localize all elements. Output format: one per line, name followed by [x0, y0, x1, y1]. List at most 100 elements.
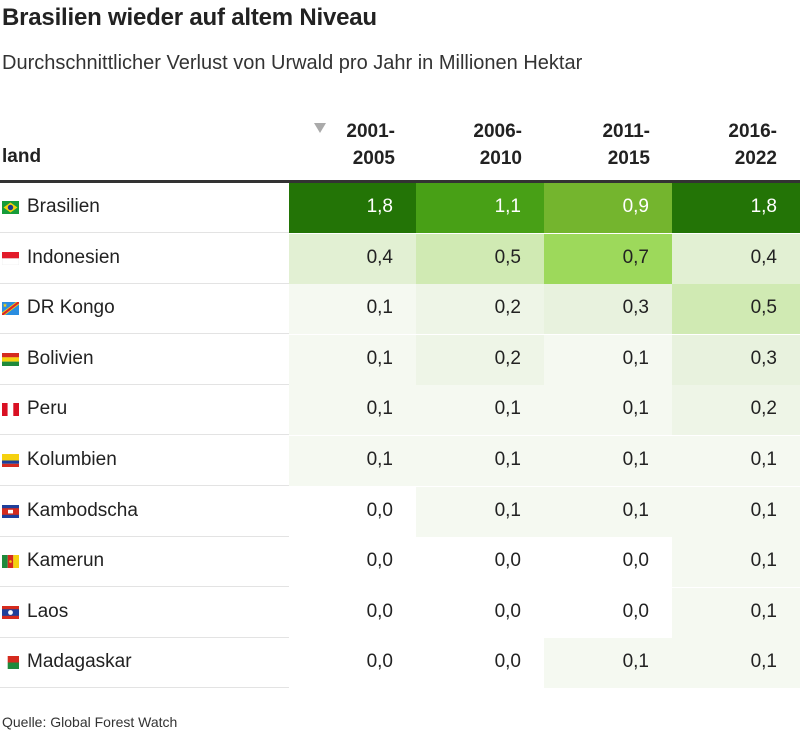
value-label: 0,4 — [750, 246, 777, 268]
value-cell: 0,4 — [289, 233, 416, 284]
country-name: Madagaskar — [27, 651, 132, 673]
column-header-line1: 2001- — [346, 121, 395, 142]
value-cell: 0,1 — [672, 436, 800, 486]
value-label: 0,1 — [622, 347, 649, 369]
value-cell: 0,1 — [416, 436, 544, 486]
value-cell: 0,1 — [289, 334, 416, 385]
column-header-line2: 2022 — [734, 148, 777, 169]
value-label: 0,1 — [622, 398, 649, 420]
header-divider — [0, 180, 800, 183]
value-cell: 0,7 — [544, 233, 672, 284]
value-label: 0,7 — [622, 246, 649, 268]
value-cell: 0,0 — [416, 638, 544, 689]
value-cell: 0,1 — [544, 385, 672, 436]
value-label: 0,0 — [366, 499, 393, 521]
value-cell: 0,1 — [544, 638, 672, 689]
value-cell: 0,0 — [289, 638, 416, 689]
peru-flag-icon — [2, 403, 19, 417]
value-cell: 0,5 — [672, 284, 800, 335]
column-header-line2: 2015 — [607, 148, 650, 169]
brazil-flag-icon — [2, 201, 19, 214]
cambodia-flag-icon — [2, 504, 19, 518]
source-note: Quelle: Global Forest Watch — [2, 714, 178, 730]
value-label: 0,9 — [622, 196, 649, 217]
table-row: 0,1 0,1 0,1 0,2 Peru — [0, 385, 800, 436]
value-label: 0,0 — [622, 600, 649, 622]
table-row: 0,0 0,0 0,0 0,1 Kamerun — [0, 537, 800, 588]
column-header-line1: 2011- — [602, 121, 650, 142]
bolivia-flag-icon — [2, 352, 19, 366]
madagascar-flag-icon — [2, 656, 19, 670]
value-cell: 0,2 — [416, 284, 544, 335]
column-header-land[interactable]: land — [2, 146, 42, 167]
sort-desc-triangle-icon[interactable] — [314, 123, 326, 133]
value-cell: 0,1 — [672, 537, 800, 588]
table-row: 0,1 0,1 0,1 0,1 Kolumbien — [0, 436, 800, 486]
column-header-line2: 2005 — [352, 148, 395, 169]
table-row: 0,0 0,1 0,1 0,1 Kambodscha — [0, 486, 800, 537]
value-label: 0,1 — [366, 347, 393, 369]
column-header-2006-2010[interactable]: 2006- 2010 — [402, 118, 522, 172]
value-label: 0,0 — [494, 550, 521, 572]
value-label: 1,8 — [366, 196, 393, 217]
table-row: 0,1 0,2 0,3 0,5 DR Kongo — [0, 284, 800, 335]
value-label: 0,2 — [494, 297, 521, 319]
value-label: 0,1 — [494, 398, 521, 420]
value-label: 0,1 — [366, 449, 393, 470]
value-label: 0,5 — [750, 297, 777, 319]
chart-title: Brasilien wieder auf altem Niveau — [2, 4, 377, 31]
column-header-line2: 2010 — [479, 148, 522, 169]
value-cell: 0,0 — [416, 537, 544, 588]
column-header-2016-2022[interactable]: 2016- 2022 — [657, 118, 777, 172]
value-label: 0,1 — [750, 600, 777, 622]
value-cell: 0,1 — [544, 334, 672, 385]
value-label: 0,1 — [622, 449, 649, 470]
value-cell: 0,3 — [672, 334, 800, 385]
column-header-2001-2005[interactable]: 2001- 2005 — [275, 118, 395, 172]
value-label: 0,1 — [750, 550, 777, 572]
value-label: 0,1 — [366, 297, 393, 319]
column-header-2011-2015[interactable]: 2011- 2015 — [530, 118, 650, 172]
value-cell: 0,0 — [544, 537, 672, 588]
value-cell: 0,1 — [416, 385, 544, 436]
value-cell: 0,0 — [289, 486, 416, 537]
country-name: Bolivien — [27, 347, 94, 369]
value-cell: 0,1 — [672, 587, 800, 638]
value-cell: 0,4 — [672, 233, 800, 284]
country-name: Peru — [27, 398, 68, 420]
country-name: Kambodscha — [27, 499, 138, 521]
value-cell: 0,3 — [544, 284, 672, 335]
value-label: 0,1 — [750, 449, 777, 470]
value-label: 0,4 — [366, 246, 393, 268]
value-label: 0,1 — [622, 651, 649, 673]
value-cell: 0,1 — [416, 486, 544, 537]
value-label: 0,0 — [494, 600, 521, 622]
value-cell: 0,2 — [672, 385, 800, 436]
table-row: 1,8 1,1 0,9 1,8 Brasilien — [0, 183, 800, 233]
value-label: 0,1 — [622, 499, 649, 521]
value-cell: 0,0 — [416, 587, 544, 638]
colombia-flag-icon — [2, 454, 19, 467]
value-cell: 0,0 — [544, 587, 672, 638]
value-cell: 0,1 — [289, 385, 416, 436]
value-cell: 0,1 — [672, 486, 800, 537]
table-row: 0,0 0,0 0,1 0,1 Madagaskar — [0, 638, 800, 689]
value-label: 0,2 — [494, 347, 521, 369]
value-cell: 1,8 — [672, 183, 800, 233]
value-cell: 0,0 — [289, 537, 416, 588]
value-cell: 0,0 — [289, 587, 416, 638]
country-name: Brasilien — [27, 196, 100, 217]
country-name: Indonesien — [27, 246, 120, 268]
value-cell: 0,5 — [416, 233, 544, 284]
value-label: 1,1 — [494, 196, 521, 217]
value-label: 0,1 — [750, 499, 777, 521]
table-row: 0,0 0,0 0,0 0,1 Laos — [0, 587, 800, 638]
value-cell: 0,1 — [544, 486, 672, 537]
chart-subtitle: Durchschnittlicher Verlust von Urwald pr… — [2, 52, 583, 74]
country-name: Kolumbien — [27, 449, 117, 470]
table-row: 0,4 0,5 0,7 0,4 Indonesien — [0, 233, 800, 284]
value-cell: 0,2 — [416, 334, 544, 385]
value-label: 0,1 — [494, 499, 521, 521]
value-label: 0,3 — [750, 347, 777, 369]
value-label: 1,8 — [750, 196, 777, 217]
